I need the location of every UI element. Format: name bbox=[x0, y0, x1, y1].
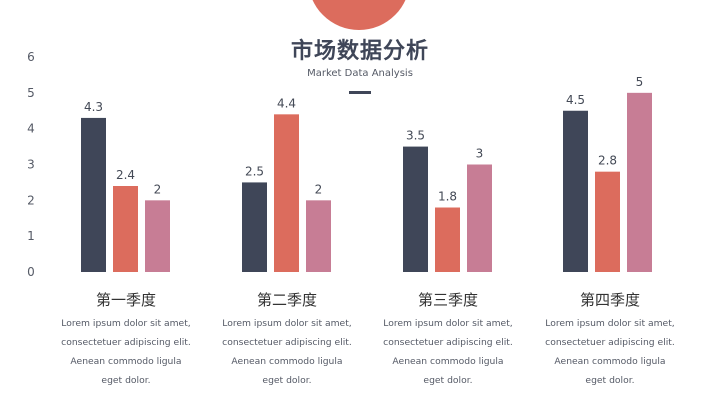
desc-line: Aenean commodo ligula bbox=[231, 356, 343, 367]
quarter-name-1: 第一季度 bbox=[95, 291, 156, 309]
y-tick-label: 5 bbox=[27, 86, 35, 100]
y-tick-label: 0 bbox=[27, 265, 35, 279]
title-divider bbox=[349, 91, 371, 94]
data-label: 4.3 bbox=[84, 100, 103, 114]
bar-q3-s2 bbox=[435, 207, 460, 272]
bar-q1-s3 bbox=[145, 200, 170, 272]
quarter-name-4: 第四季度 bbox=[579, 291, 640, 309]
desc-line: eget dolor. bbox=[101, 375, 151, 386]
data-label: 4.5 bbox=[566, 93, 585, 107]
bar-q4-s3 bbox=[627, 92, 652, 272]
quarter-desc-4: Lorem ipsum dolor sit amet, consectetuer… bbox=[530, 314, 690, 390]
desc-line: eget dolor. bbox=[585, 375, 635, 386]
data-label: 3 bbox=[476, 147, 484, 161]
quarter-desc-1: Lorem ipsum dolor sit amet, consectetuer… bbox=[46, 314, 206, 390]
bar-q1-s2 bbox=[113, 186, 138, 272]
data-label: 2.5 bbox=[245, 164, 264, 178]
desc-line: consectetuer adipiscing elit. bbox=[61, 337, 191, 348]
desc-line: consectetuer adipiscing elit. bbox=[222, 337, 352, 348]
desc-line: consectetuer adipiscing elit. bbox=[545, 337, 675, 348]
data-label: 2 bbox=[154, 182, 162, 196]
y-tick-label: 3 bbox=[27, 158, 35, 172]
bar-q3-s3 bbox=[467, 164, 492, 272]
desc-line: Lorem ipsum dolor sit amet, bbox=[222, 318, 352, 329]
bar-q2-s3 bbox=[306, 200, 331, 272]
page-title: 市场数据分析 bbox=[290, 39, 429, 64]
desc-line: Lorem ipsum dolor sit amet, bbox=[383, 318, 513, 329]
y-tick-label: 4 bbox=[27, 122, 35, 136]
desc-line: eget dolor. bbox=[262, 375, 312, 386]
y-tick-label: 6 bbox=[27, 50, 35, 64]
quarter-desc-2: Lorem ipsum dolor sit amet, consectetuer… bbox=[207, 314, 367, 390]
y-tick-label: 2 bbox=[27, 193, 35, 207]
data-label: 3.5 bbox=[406, 129, 425, 143]
data-label: 5 bbox=[636, 75, 644, 89]
bar-q2-s2 bbox=[274, 114, 299, 272]
quarter-name-2: 第二季度 bbox=[256, 291, 317, 309]
bar-q3-s1 bbox=[403, 146, 428, 272]
page-subtitle: Market Data Analysis bbox=[307, 68, 413, 79]
desc-line: Lorem ipsum dolor sit amet, bbox=[545, 318, 675, 329]
y-tick-label: 1 bbox=[27, 229, 35, 243]
desc-line: Aenean commodo ligula bbox=[392, 356, 504, 367]
data-label: 4.4 bbox=[277, 96, 296, 110]
desc-line: eget dolor. bbox=[423, 375, 473, 386]
data-label: 2 bbox=[315, 182, 323, 196]
quarter-name-3: 第三季度 bbox=[417, 291, 478, 309]
data-label: 2.8 bbox=[598, 154, 617, 168]
data-label: 2.4 bbox=[116, 168, 135, 182]
bar-q4-s2 bbox=[595, 171, 620, 272]
desc-line: consectetuer adipiscing elit. bbox=[383, 337, 513, 348]
bar-q1-s1 bbox=[81, 117, 106, 273]
desc-line: Lorem ipsum dolor sit amet, bbox=[61, 318, 191, 329]
quarter-desc-3: Lorem ipsum dolor sit amet, consectetuer… bbox=[368, 314, 528, 390]
data-label: 1.8 bbox=[438, 190, 457, 204]
desc-line: Aenean commodo ligula bbox=[554, 356, 666, 367]
bar-q2-s1 bbox=[242, 182, 267, 272]
bar-q4-s1 bbox=[563, 110, 588, 272]
desc-line: Aenean commodo ligula bbox=[70, 356, 182, 367]
